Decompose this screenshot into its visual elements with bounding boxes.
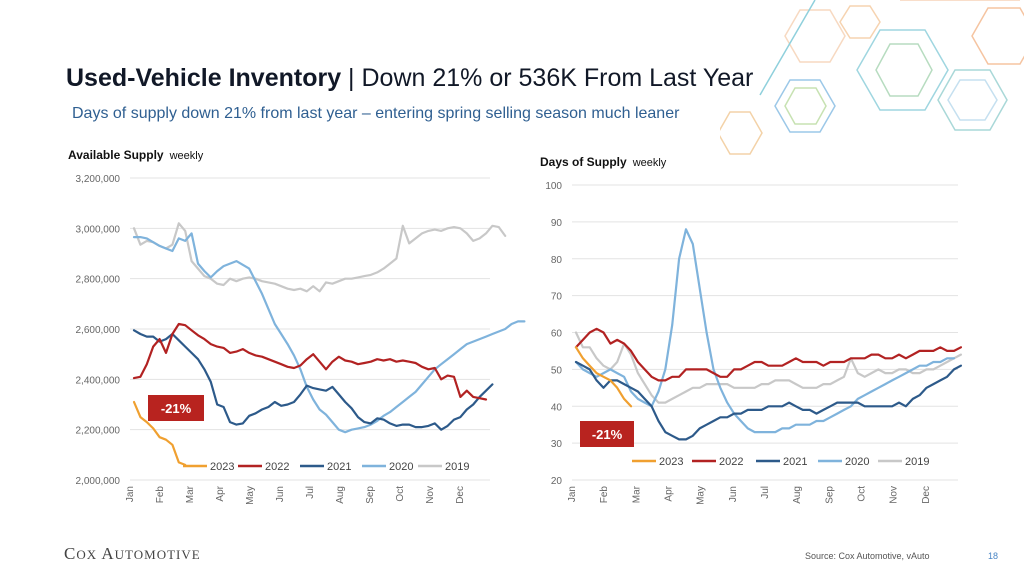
slide-subtitle: Days of supply down 21% from last year –… — [72, 105, 680, 122]
series-line-2022 — [132, 322, 488, 401]
x-tick-label: Nov — [889, 486, 900, 504]
legend-label-2019: 2019 — [445, 461, 469, 473]
y-tick-label: 2,600,000 — [76, 325, 121, 336]
legend-label-2022: 2022 — [265, 461, 289, 473]
x-tick-label: Jul — [305, 486, 316, 499]
series-line-2022 — [574, 327, 963, 382]
days-of-supply-title-note: weekly — [632, 157, 667, 169]
x-tick-label: Aug — [335, 486, 346, 504]
series-line-2019 — [574, 331, 963, 404]
days-of-supply-title: Days of Supply weekly — [540, 155, 666, 169]
annotation-box — [148, 395, 204, 421]
legend-label-2022: 2022 — [719, 456, 743, 468]
x-tick-label: Jul — [760, 486, 771, 499]
y-tick-label: 2,800,000 — [76, 275, 121, 286]
x-tick-label: Jan — [567, 486, 578, 502]
x-tick-label: Feb — [599, 486, 610, 504]
annotation-label: -21% — [161, 401, 192, 416]
series-line-2019 — [132, 222, 507, 293]
source-note: Source: Cox Automotive, vAuto — [805, 551, 930, 561]
x-tick-label: Jun — [275, 486, 286, 502]
x-tick-label: May — [245, 486, 256, 505]
y-tick-label: 100 — [545, 181, 562, 192]
x-tick-label: Oct — [395, 486, 406, 502]
annotation-box — [580, 421, 634, 447]
x-tick-label: Dec — [455, 486, 466, 504]
y-tick-label: 2,400,000 — [76, 375, 121, 386]
legend-label-2019: 2019 — [905, 456, 929, 468]
y-tick-label: 60 — [551, 329, 563, 340]
slide-title: Used-Vehicle Inventory | Down 21% or 536… — [66, 64, 753, 93]
y-tick-label: 40 — [551, 402, 563, 413]
x-tick-label: Sep — [824, 486, 835, 504]
y-tick-label: 3,000,000 — [76, 224, 121, 235]
x-tick-label: May — [696, 486, 707, 505]
slide-title-bold: Used-Vehicle Inventory — [66, 64, 342, 92]
series-line-2023 — [132, 400, 187, 466]
available-supply-title: Available Supply weekly — [68, 148, 203, 162]
series-line-2021 — [132, 329, 494, 431]
series-line-2020 — [574, 228, 956, 434]
available-supply-title-text: Available Supply — [68, 148, 164, 162]
y-tick-label: 70 — [551, 292, 563, 303]
y-tick-label: 2,200,000 — [76, 426, 121, 437]
y-tick-label: 90 — [551, 218, 563, 229]
y-tick-label: 50 — [551, 365, 563, 376]
chart-days-of-supply: 20 30 40 50 60 70 80 90 100 Jan Feb Mar Apr May Jun Jul… — [545, 181, 963, 505]
x-tick-label: Feb — [155, 486, 166, 504]
chart-available-supply: 2,000,000 2,200,000 2,400,000 2,600,000 2,80… — [76, 174, 526, 505]
y-tick-label: 3,200,000 — [76, 174, 121, 185]
x-tick-label: Nov — [425, 486, 436, 504]
x-tick-label: Sep — [365, 486, 376, 504]
x-tick-label: Mar — [631, 485, 642, 503]
legend-label-2020: 2020 — [845, 456, 869, 468]
y-tick-label: 2,000,000 — [76, 476, 121, 487]
legend-label-2023: 2023 — [210, 461, 234, 473]
days-of-supply-title-text: Days of Supply — [540, 155, 627, 169]
x-tick-label: Jun — [728, 486, 739, 502]
legend-label-2020: 2020 — [389, 461, 413, 473]
y-tick-label: 30 — [551, 439, 563, 450]
y-tick-label: 20 — [551, 476, 563, 487]
x-tick-label: Apr — [215, 485, 226, 501]
cox-automotive-logo: COX AUTOMOTIVE — [64, 544, 201, 563]
annotation-label: -21% — [592, 427, 623, 442]
page-number: 18 — [988, 551, 999, 561]
x-tick-label: Apr — [664, 485, 675, 501]
legend-label-2021: 2021 — [783, 456, 807, 468]
decorative-hexagon-pattern — [720, 0, 1024, 155]
legend-label-2023: 2023 — [659, 456, 683, 468]
x-tick-label: Aug — [792, 486, 803, 504]
slide-title-rest: | Down 21% or 536K From Last Year — [341, 64, 754, 92]
x-tick-label: Dec — [921, 486, 932, 504]
x-tick-label: Mar — [185, 485, 196, 503]
legend-label-2021: 2021 — [327, 461, 351, 473]
series-line-2021 — [574, 360, 963, 441]
series-line-2020 — [132, 232, 526, 434]
series-line-2023 — [574, 346, 633, 408]
available-supply-title-note: weekly — [169, 150, 204, 162]
x-tick-label: Jan — [125, 486, 136, 502]
x-tick-label: Oct — [857, 486, 868, 502]
y-tick-label: 80 — [551, 255, 563, 266]
